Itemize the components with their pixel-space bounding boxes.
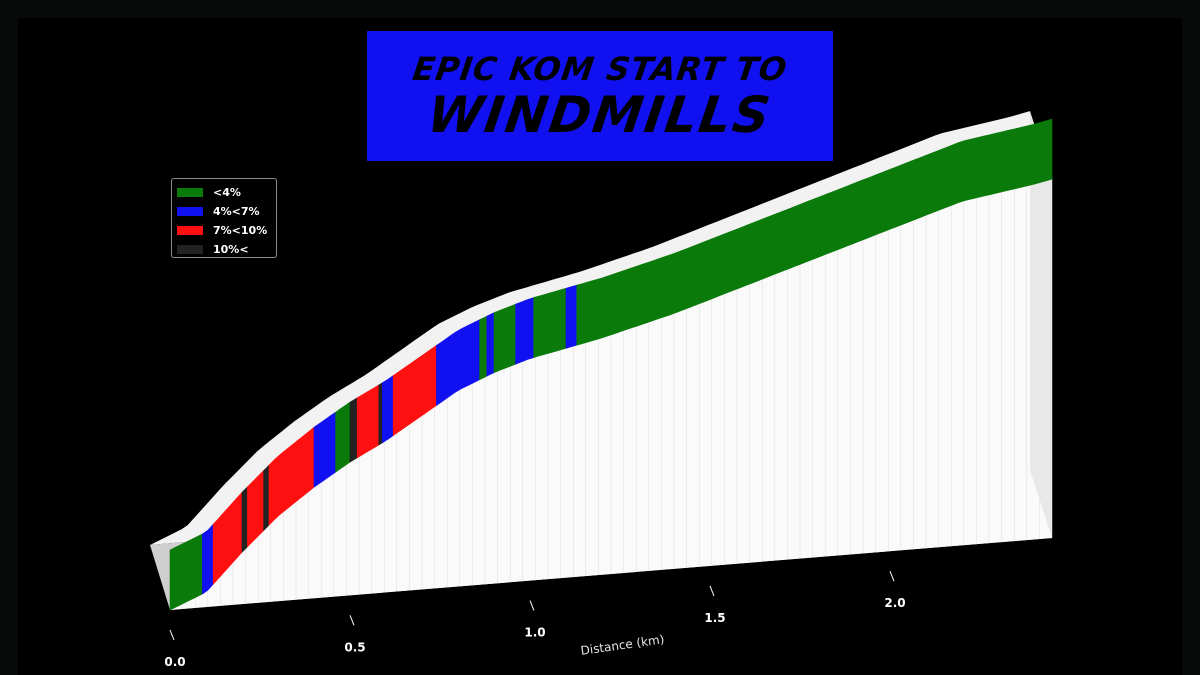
legend-label: <4%	[213, 186, 241, 199]
legend-entry: 4%<7%	[177, 202, 276, 221]
x-axis: 0.0 0.5 1.0 1.5 2.0	[164, 571, 906, 669]
gradient-segment	[335, 401, 351, 473]
gradient-segment	[356, 384, 380, 459]
gradient-segment	[378, 382, 383, 446]
gradient-segment	[533, 287, 567, 359]
legend-label: 10%<	[213, 243, 249, 256]
x-tick-label: 0.5	[344, 640, 365, 654]
gradient-segment	[241, 486, 248, 554]
legend-swatch	[177, 207, 203, 216]
x-tick-mark	[349, 615, 355, 626]
gradient-segment	[349, 397, 358, 463]
gradient-segment	[486, 312, 495, 377]
x-tick-label: 0.0	[164, 655, 185, 669]
legend-swatch	[177, 226, 203, 235]
x-tick-label: 2.0	[884, 596, 905, 610]
end-wall	[1030, 111, 1052, 538]
gradient-segment	[479, 315, 488, 381]
legend-label: 4%<7%	[213, 205, 260, 218]
legend-swatch	[177, 245, 203, 254]
legend: <4% 4%<7% 7%<10% 10%<	[171, 178, 277, 258]
legend-swatch	[177, 188, 203, 197]
chart-title-box: EPIC KOM START TO WINDMILLS	[367, 31, 833, 161]
legend-label: 7%<10%	[213, 224, 268, 237]
gradient-segment	[263, 464, 270, 532]
x-tick-mark	[169, 629, 175, 641]
legend-entry: 10%<	[177, 240, 276, 259]
gradient-segment	[202, 523, 214, 595]
gradient-segment	[493, 303, 516, 374]
x-tick-mark	[709, 585, 715, 597]
gradient-segment	[382, 375, 394, 444]
chart-title-line1: EPIC KOM START TO	[410, 50, 790, 88]
gradient-segment	[515, 297, 534, 365]
x-tick-mark	[529, 600, 535, 611]
x-tick-label: 1.0	[524, 626, 545, 640]
gradient-ribbon	[169, 118, 1053, 611]
legend-entry: <4%	[177, 183, 276, 202]
chart-title-line2: WINDMILLS	[424, 86, 776, 144]
x-axis-label: Distance (km)	[580, 632, 665, 658]
gradient-segment	[565, 284, 578, 349]
gradient-segment	[576, 118, 1053, 346]
x-tick-mark	[889, 571, 895, 582]
x-tick-label: 1.5	[704, 611, 725, 625]
legend-entry: 7%<10%	[177, 221, 276, 240]
